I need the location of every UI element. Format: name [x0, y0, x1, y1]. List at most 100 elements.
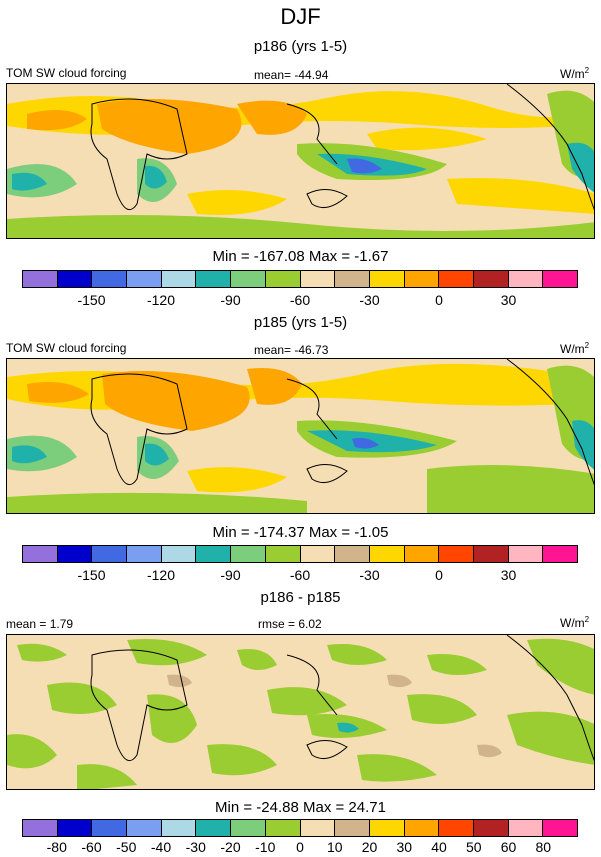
- colorbar-swatch: [300, 546, 336, 562]
- colorbar-tick-label: -150: [77, 567, 106, 583]
- colorbar-swatch: [508, 820, 544, 836]
- colorbar-tick-label: -60: [289, 292, 311, 308]
- colorbar-swatch: [92, 820, 128, 836]
- colorbar-swatch: [196, 271, 232, 287]
- colorbar-tick-label: -80: [46, 839, 67, 855]
- panel-3-subtitle: p186 - p185: [260, 589, 341, 606]
- colorbar-swatch: [543, 820, 577, 836]
- colorbar-swatch: [369, 820, 405, 836]
- colorbar-swatch: [127, 271, 162, 287]
- colorbar-swatch: [404, 820, 440, 836]
- colorbar-swatch: [473, 271, 509, 287]
- colorbar-swatch: [196, 820, 232, 836]
- panel-2-map: [6, 358, 595, 514]
- colorbar-tick-label: -120: [146, 292, 176, 308]
- colorbar-swatch: [369, 271, 405, 287]
- colorbar-tick-label: 60: [500, 839, 517, 855]
- colorbar-tick-label: -60: [289, 567, 311, 583]
- panel-3-left-label: mean = 1.79: [6, 617, 74, 631]
- panel-1-unit-label: W/m2: [560, 66, 590, 81]
- colorbar-swatch: [92, 271, 128, 287]
- colorbar-swatch: [439, 546, 474, 562]
- panel-2-subtitle: p185 (yrs 1-5): [253, 314, 348, 331]
- colorbar-swatch: [57, 546, 93, 562]
- colorbar-swatch: [335, 546, 370, 562]
- colorbar-tick-label: -40: [150, 839, 172, 855]
- panel-2-colorbar-ticks: -150 -120 -90 -60 -30 0 30: [22, 567, 578, 585]
- colorbar-swatch: [231, 546, 266, 562]
- colorbar-swatch: [404, 271, 440, 287]
- figure-title: DJF: [280, 4, 321, 29]
- panel-3-unit-label: W/m2: [560, 615, 590, 630]
- colorbar-tick-label: 50: [465, 839, 482, 855]
- colorbar-swatch: [196, 546, 232, 562]
- panel-1-map: [6, 83, 595, 239]
- colorbar-tick-label: -120: [146, 567, 176, 583]
- panel-1-minmax: Min = -167.08 Max = -1.67: [212, 248, 389, 265]
- panel-1-center-label: mean= -44.94: [254, 68, 329, 82]
- colorbar-tick-label: -90: [220, 567, 241, 583]
- colorbar-tick-label: 30: [500, 567, 517, 583]
- colorbar-swatch: [161, 546, 197, 562]
- colorbar-tick-label: -30: [185, 839, 206, 855]
- colorbar-swatch: [369, 546, 405, 562]
- colorbar-tick-label: 0: [435, 567, 443, 583]
- colorbar-swatch: [439, 820, 474, 836]
- panel-1-left-label: TOM SW cloud forcing: [6, 66, 127, 80]
- colorbar-tick-label: -30: [359, 292, 380, 308]
- colorbar-swatch: [335, 271, 370, 287]
- panel-2-left-label: TOM SW cloud forcing: [6, 341, 127, 355]
- colorbar-swatch: [543, 271, 577, 287]
- colorbar-swatch: [473, 546, 509, 562]
- colorbar-tick-label: 30: [396, 839, 413, 855]
- panel-1-subtitle: p186 (yrs 1-5): [253, 38, 348, 55]
- panel-3-colorbar-ticks: -80 -60 -50 -40 -30 -20 -10 0 10 20 30 40 50 60 80: [22, 839, 578, 857]
- colorbar-tick-label: 20: [361, 839, 378, 855]
- colorbar-tick-label: 40: [431, 839, 447, 855]
- colorbar-swatch: [404, 546, 440, 562]
- colorbar-tick-label: -20: [220, 839, 241, 855]
- colorbar-swatch: [543, 546, 577, 562]
- panel-2-colorbar: [22, 545, 578, 563]
- colorbar-swatch: [92, 546, 128, 562]
- colorbar-tick-label: -150: [77, 292, 106, 308]
- colorbar-swatch: [508, 546, 544, 562]
- colorbar-swatch: [23, 820, 58, 836]
- colorbar-tick-label: 10: [326, 839, 343, 855]
- panel-1-colorbar: [22, 270, 578, 288]
- colorbar-swatch: [439, 271, 474, 287]
- panel-1-colorbar-ticks: -150 -120 -90 -60 -30 0 30: [22, 292, 578, 310]
- colorbar-swatch: [161, 820, 197, 836]
- colorbar-tick-label: 30: [500, 292, 517, 308]
- panel-3-map: [6, 634, 595, 790]
- colorbar-swatch: [57, 271, 93, 287]
- colorbar-swatch: [508, 271, 544, 287]
- colorbar-swatch: [265, 820, 301, 836]
- colorbar-swatch: [335, 820, 370, 836]
- panel-3-center-label: rmse = 6.02: [258, 617, 322, 631]
- colorbar-tick-label: -30: [359, 567, 380, 583]
- colorbar-swatch: [300, 271, 336, 287]
- colorbar-swatch: [300, 820, 336, 836]
- colorbar-tick-label: 0: [435, 292, 443, 308]
- colorbar-swatch: [23, 271, 58, 287]
- colorbar-tick-label: -60: [81, 839, 102, 855]
- colorbar-tick-label: -50: [116, 839, 137, 855]
- colorbar-swatch: [231, 820, 266, 836]
- colorbar-tick-label: 0: [296, 839, 304, 855]
- colorbar-swatch: [57, 820, 93, 836]
- panel-2-minmax: Min = -174.37 Max = -1.05: [212, 524, 389, 541]
- colorbar-swatch: [265, 271, 301, 287]
- colorbar-tick-label: -90: [220, 292, 241, 308]
- colorbar-swatch: [127, 820, 162, 836]
- colorbar-tick-label: 80: [535, 839, 552, 855]
- colorbar-swatch: [161, 271, 197, 287]
- colorbar-swatch: [231, 271, 266, 287]
- panel-2-center-label: mean= -46.73: [254, 343, 329, 357]
- colorbar-tick-label: -10: [255, 839, 276, 855]
- colorbar-swatch: [127, 546, 162, 562]
- colorbar-swatch: [473, 820, 509, 836]
- colorbar-swatch: [23, 546, 58, 562]
- panel-3-colorbar: [22, 819, 578, 837]
- panel-2-unit-label: W/m2: [560, 341, 590, 356]
